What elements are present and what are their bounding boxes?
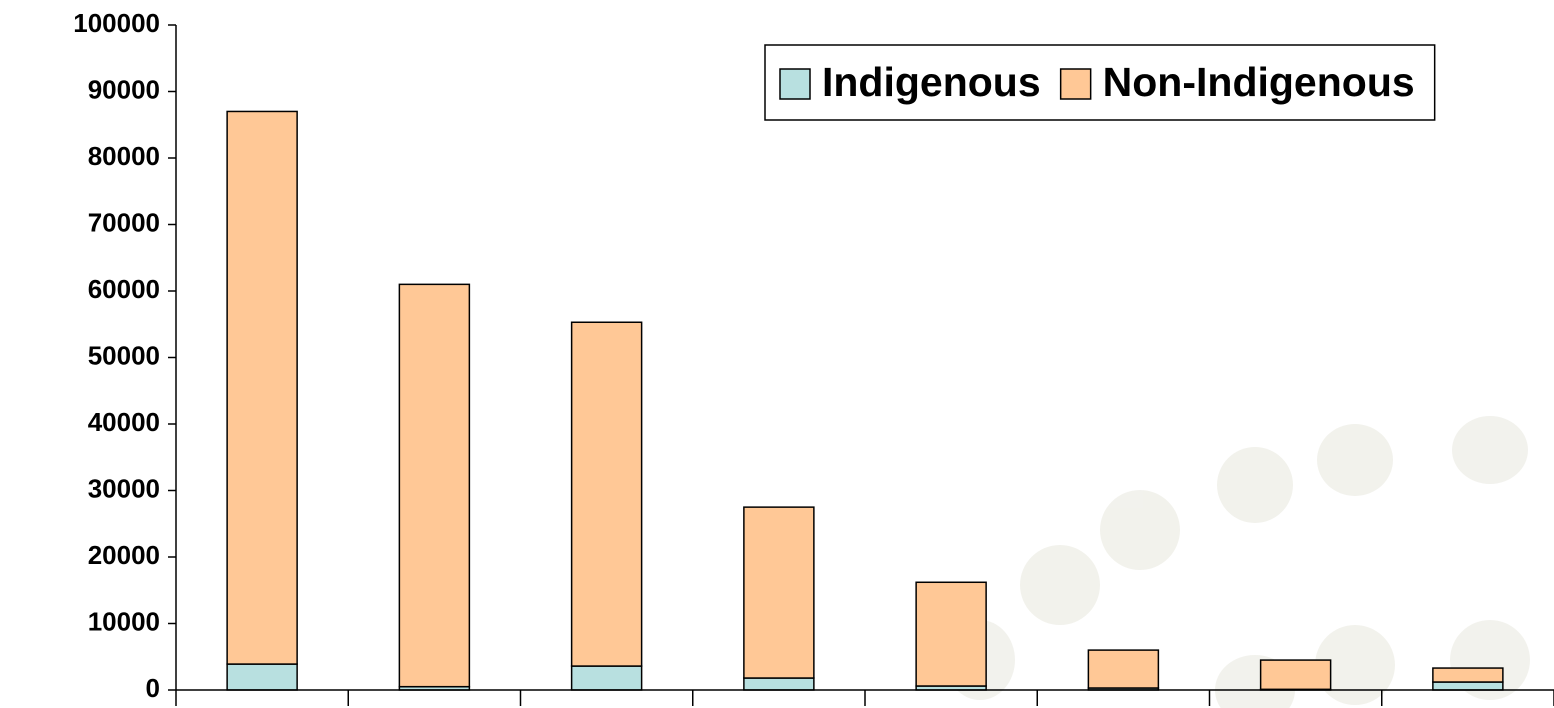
legend-swatch: [780, 69, 810, 99]
bar-segment: [744, 678, 814, 690]
bar-segment: [1433, 668, 1503, 682]
y-tick-label: 30000: [88, 473, 160, 503]
y-tick-label: 40000: [88, 407, 160, 437]
y-tick-label: 0: [146, 673, 160, 703]
bar-segment: [227, 664, 297, 690]
legend-label: Indigenous: [822, 59, 1041, 105]
y-tick-label: 10000: [88, 606, 160, 636]
bar-segment: [916, 582, 986, 686]
y-tick-label: 50000: [88, 340, 160, 370]
page: {"chart_data": {"type": "stacked-bar", "…: [0, 0, 1554, 708]
bar-segment: [744, 507, 814, 678]
legend: Indigenous Non-Indigenous: [765, 45, 1435, 120]
bar-segment: [1261, 660, 1331, 689]
legend-label: Non-Indigenous: [1103, 59, 1415, 105]
legend-swatch: [1061, 69, 1091, 99]
chart: 0 10000 20000 30000 40000 50000 60000 70000 8000…: [0, 0, 1554, 708]
y-tick-label: 100000: [73, 8, 160, 38]
y-tick-label: 90000: [88, 74, 160, 104]
y-tick-label: 20000: [88, 540, 160, 570]
y-tick-label: 70000: [88, 207, 160, 237]
y-tick-label: 80000: [88, 141, 160, 171]
background-decoration: [945, 416, 1530, 708]
bar-segment: [1088, 650, 1158, 688]
bar-segment: [572, 666, 642, 690]
bar-segment: [572, 322, 642, 666]
bar-segment: [227, 111, 297, 664]
bar-segment: [1433, 682, 1503, 690]
y-tick-label: 60000: [88, 274, 160, 304]
bar-segment: [399, 284, 469, 686]
